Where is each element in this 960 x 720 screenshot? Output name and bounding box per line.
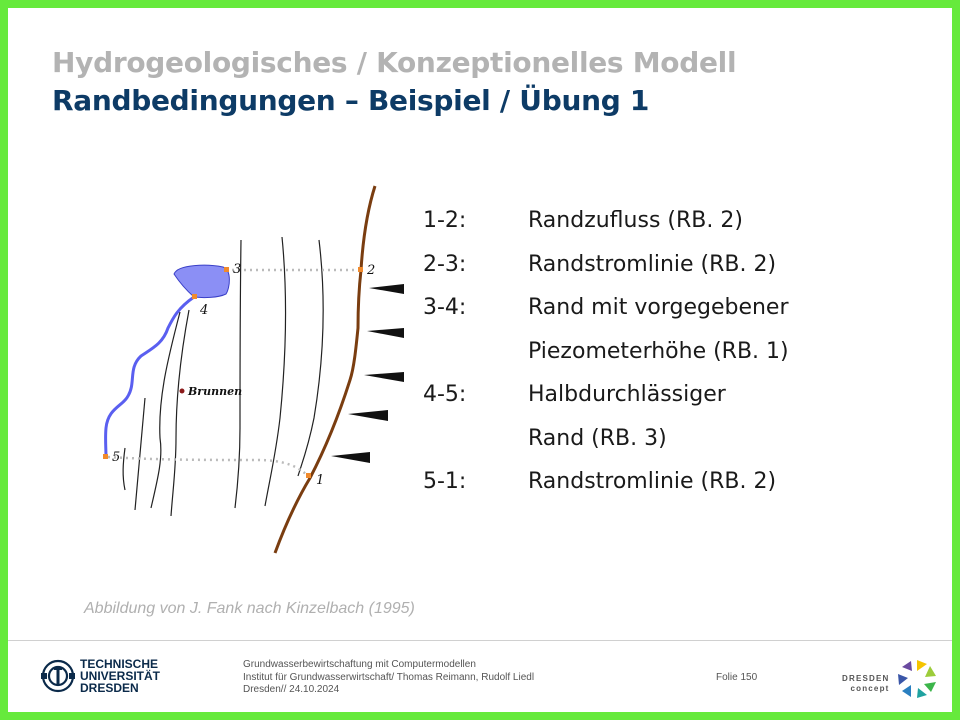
connector-5-1 [107,455,309,477]
tu-dresden-logo-icon [41,659,75,693]
equipotential-line [234,239,242,509]
boundary-points [103,267,363,478]
point-5-marker [103,454,108,459]
tu-wordmark-line: UNIVERSITÄT [80,669,161,683]
point-label-3: 3 [233,262,241,277]
river [104,295,195,459]
point-label-1: 1 [316,473,324,488]
footer-institute: Institut für Grundwasserwirtschaft/ Thom… [243,671,535,683]
point-label-5: 5 [112,450,120,465]
list-item-key: 3-4: [423,295,467,320]
footer-course: Grundwasserbewirtschaftung mit Computerm… [243,659,476,670]
equipotential-line [264,236,287,507]
list-item-key: 5-1: [423,469,467,494]
tu-wordmark-line: DRESDEN [80,681,139,695]
lake [173,264,230,299]
dotted-connectors [107,268,360,477]
footer-info: Grundwasserbewirtschaftung mit Computerm… [243,659,534,697]
tu-wordmark-line: TECHNISCHE [80,657,159,671]
slide-subtitle: Randbedingungen – Beispiel / Übung 1 [52,84,650,117]
list-item-key: 2-3: [423,251,467,277]
tu-dresden-wordmark: TECHNISCHE UNIVERSITÄT DRESDEN [80,658,160,694]
inflow-boundary [273,185,377,554]
point-2-marker [358,267,363,272]
point-4-marker [192,294,197,299]
figure-caption: Abbildung von J. Fank nach Kinzelbach (1… [84,600,415,617]
list-item-value: Halbdurchlässiger [528,382,726,407]
list-item-value: Randstromlinie (RB. 2) [528,251,777,277]
slide-title: Hydrogeologisches / Konzeptionelles Mode… [52,46,737,79]
equipotential-line [122,447,126,491]
list-item-key: 1-2: [423,208,467,233]
equipotential-line [134,397,146,511]
inflow-arrow [348,410,388,421]
boundary-diagram: 1 2 3 4 5 Brunnen [103,185,404,554]
point-label-2: 2 [366,263,375,278]
inflow-arrows [331,284,404,463]
footer-divider [8,640,952,641]
list-item-value: Randstromlinie (RB. 2) [528,469,777,494]
equipotential-line [150,311,181,509]
inflow-arrow [367,328,404,338]
point-3-marker [224,267,229,272]
well-label: Brunnen [187,385,242,398]
list-item-value: Rand mit vorgegebener [528,295,789,320]
well-marker [179,388,185,394]
slide-number: Folie 150 [716,672,758,683]
list-item-value: Randzufluss (RB. 2) [528,208,743,233]
equipotential-lines [122,236,324,517]
point-label-4: 4 [199,303,208,318]
list-item-key: 4-5: [423,382,467,407]
dresden-concept-logo-icon [898,660,936,698]
list-item-value: Piezometerhöhe (RB. 1) [528,338,789,364]
equipotential-line [170,309,190,517]
dresden-concept-line: concept [850,684,890,693]
footer-date: Dresden// 24.10.2024 [243,684,340,695]
dresden-concept-line: DRESDEN [842,674,890,683]
inflow-arrow [369,284,404,294]
inflow-arrow [331,452,370,463]
dresden-concept-wordmark: DRESDEN concept [842,674,890,694]
equipotential-line [297,239,324,477]
point-1-marker [306,473,311,478]
list-item-value: Rand (RB. 3) [528,425,667,451]
inflow-arrow [364,372,404,382]
